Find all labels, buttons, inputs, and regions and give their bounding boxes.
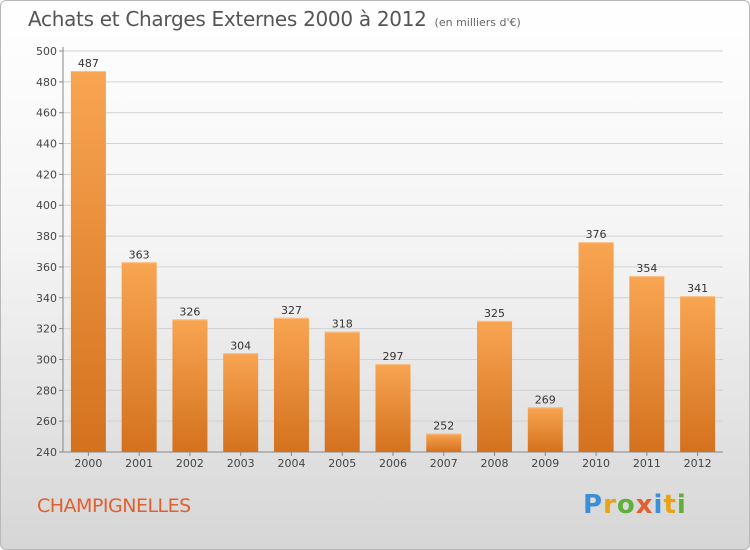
bars (70, 71, 716, 453)
x-tick-label: 2003 (227, 457, 255, 470)
logo-letter: r (603, 490, 617, 520)
chart-title: Achats et Charges Externes 2000 à 2012 (e… (28, 7, 521, 31)
x-tick-label: 2000 (74, 457, 102, 470)
bar (375, 364, 411, 452)
x-tick-label: 2009 (531, 457, 559, 470)
bar (70, 71, 106, 453)
y-tick-label: 260 (36, 415, 57, 428)
bar (223, 353, 259, 452)
bar (121, 262, 157, 452)
bar (578, 242, 614, 452)
y-tick-label: 320 (36, 323, 57, 336)
bar-value-label: 341 (687, 282, 708, 295)
bar-value-label: 354 (636, 262, 657, 275)
bar-value-label: 325 (484, 307, 505, 320)
bar (477, 320, 513, 452)
y-tick-label: 460 (36, 107, 57, 120)
y-tick-label: 240 (36, 446, 57, 459)
bar (172, 319, 208, 452)
proxiti-logo: Proxiti (583, 490, 687, 520)
x-tick-label: 2011 (633, 457, 661, 470)
x-tick-label: 2005 (328, 457, 356, 470)
x-tick-label: 2010 (582, 457, 610, 470)
commune-name: CHAMPIGNELLES (37, 495, 191, 517)
y-tick-label: 480 (36, 76, 57, 89)
bar-value-label: 326 (179, 305, 200, 318)
y-tick-label: 500 (36, 45, 57, 58)
bar-value-label: 252 (433, 419, 454, 432)
bar (426, 433, 462, 452)
bar-value-label: 327 (281, 304, 302, 317)
logo-letter: t (663, 490, 677, 520)
y-tick-label: 360 (36, 261, 57, 274)
x-tick-label: 2007 (430, 457, 458, 470)
y-tick-label: 420 (36, 168, 57, 181)
bar-value-label: 318 (332, 318, 353, 331)
bar (680, 296, 716, 452)
y-tick-label: 400 (36, 199, 57, 212)
bar-value-label: 376 (586, 228, 607, 241)
bar (324, 331, 360, 452)
bar-value-label: 269 (535, 393, 556, 406)
logo-letter: i (653, 490, 664, 520)
labels: 487 2000 363 2001 326 2002 304 2003 327 2004 318 20… (74, 57, 711, 470)
bar-value-label: 304 (230, 339, 251, 352)
bar-value-label: 487 (78, 57, 99, 70)
y-tick-label: 380 (36, 230, 57, 243)
bar (273, 317, 309, 452)
bar-value-label: 363 (129, 248, 150, 261)
y-tick-label: 300 (36, 353, 57, 366)
x-tick-label: 2008 (481, 457, 509, 470)
x-tick-label: 2012 (684, 457, 712, 470)
chart-subtitle: (en milliers d'€) (434, 16, 521, 29)
y-tick-label: 340 (36, 292, 57, 305)
bar (629, 276, 665, 452)
x-tick-label: 2001 (125, 457, 153, 470)
logo-letter: o (616, 490, 636, 520)
bar (527, 407, 563, 452)
y-tick-label: 280 (36, 384, 57, 397)
x-tick-label: 2002 (176, 457, 204, 470)
x-tick-label: 2006 (379, 457, 407, 470)
x-tick-label: 2004 (277, 457, 305, 470)
y-tick-label: 440 (36, 138, 57, 151)
logo-letter: P (583, 490, 604, 520)
chart-title-text: Achats et Charges Externes 2000 à 2012 (28, 7, 427, 31)
logo-letter: x (635, 490, 654, 520)
logo-letter: i (676, 490, 687, 520)
bar-value-label: 297 (383, 350, 404, 363)
